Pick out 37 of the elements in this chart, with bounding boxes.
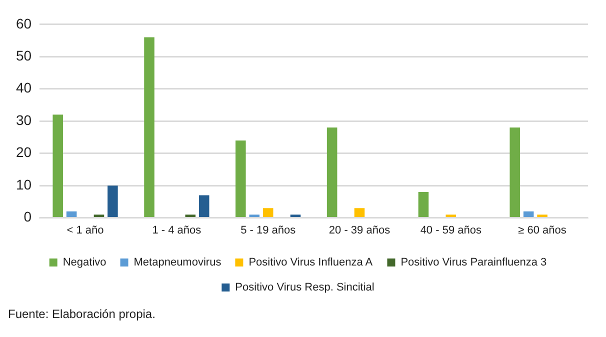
legend-label: Negativo xyxy=(62,256,106,269)
legend-label: Metapneumovirus xyxy=(134,256,222,269)
bar xyxy=(94,214,104,218)
bar xyxy=(108,186,118,218)
source-note: Fuente: Elaboración propia. xyxy=(8,307,156,321)
bar xyxy=(198,195,210,218)
bar xyxy=(510,128,520,218)
bar xyxy=(537,214,548,218)
y-tick-label: 60 xyxy=(16,15,32,32)
y-tick-label: 10 xyxy=(16,176,32,192)
bar xyxy=(326,128,338,218)
x-tick-label: ≥ 60 años xyxy=(518,224,567,236)
bar xyxy=(249,214,260,218)
y-tick-label: 0 xyxy=(24,208,32,225)
bar xyxy=(446,214,456,218)
bar xyxy=(290,214,301,218)
bar xyxy=(523,211,534,218)
y-tick-label: 20 xyxy=(16,144,32,160)
y-tick-label: 30 xyxy=(16,112,32,128)
y-tick-label: 50 xyxy=(16,47,32,64)
legend-label: Positivo Virus Influenza A xyxy=(248,256,374,269)
bar xyxy=(185,214,196,218)
bar xyxy=(66,211,77,218)
x-tick-label: < 1 año xyxy=(66,224,104,236)
x-tick-label: 5 - 19 años xyxy=(240,224,296,236)
legend-label: Positivo Virus Resp. Sincitial xyxy=(235,282,374,294)
y-tick-label: 40 xyxy=(16,80,32,96)
bar xyxy=(236,140,246,218)
bar xyxy=(52,114,63,218)
legend-label: Positivo Virus Parainfluenza 3 xyxy=(400,256,547,269)
x-tick-label: 40 - 59 años xyxy=(420,224,482,236)
x-tick-label: 20 - 39 años xyxy=(328,224,391,236)
bar xyxy=(354,208,365,218)
x-tick-label: 1 - 4 años xyxy=(152,224,202,236)
bar xyxy=(262,208,274,218)
bar xyxy=(144,37,154,218)
bar xyxy=(418,192,429,218)
